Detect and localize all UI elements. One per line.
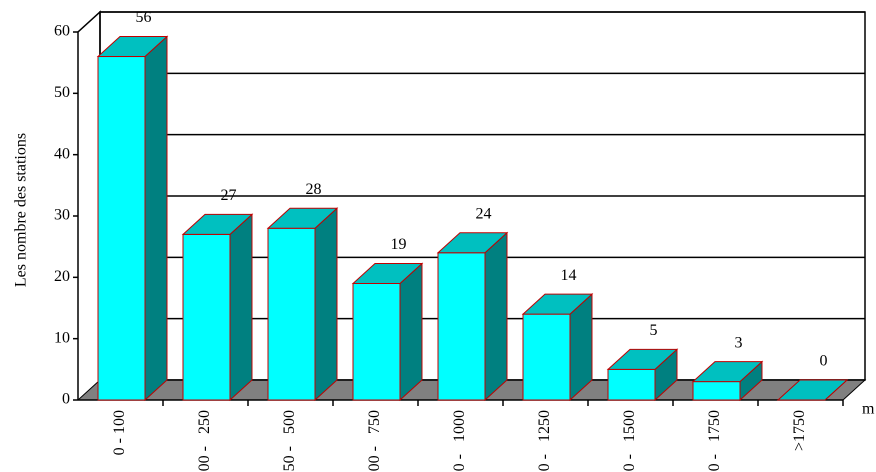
value-label: 28 [306, 181, 322, 198]
bar-side [229, 213, 253, 402]
bar [267, 227, 316, 401]
bar-top [606, 348, 679, 370]
bar-top [96, 36, 169, 58]
x-tick-label: 1000 - 1250 [536, 410, 553, 472]
bar-side [314, 207, 338, 402]
value-label: 19 [391, 236, 407, 253]
value-label: 14 [561, 267, 577, 284]
y-tick-label: 30 [54, 207, 70, 224]
x-tick-label: 1250 - 1500 [621, 410, 638, 472]
bar-top [436, 232, 509, 254]
bar-side [144, 35, 168, 402]
y-axis-label: Les nombre des stations [13, 133, 30, 287]
value-label: 0 [820, 353, 828, 370]
x-tick-label: 750 - 1000 [451, 410, 468, 472]
bar-top [691, 361, 764, 383]
bar [607, 368, 656, 401]
bar-top [351, 262, 424, 284]
bar-side [399, 262, 423, 402]
bar [182, 233, 231, 401]
y-tick-label: 40 [54, 145, 70, 162]
side-wall [77, 10, 101, 400]
bar-top [521, 293, 594, 315]
value-label: 27 [221, 187, 237, 204]
x-tick-label: >1750 [791, 410, 808, 451]
value-label: 24 [476, 205, 492, 222]
x-tick-label: 100 - 250 [196, 410, 213, 472]
y-tick-label: 50 [54, 84, 70, 101]
bar [522, 313, 571, 401]
bar [352, 282, 401, 401]
x-axis-label: m [862, 401, 875, 418]
x-tick-label: 0 - 100 [111, 410, 128, 455]
bar [692, 381, 741, 401]
y-tick-label: 60 [54, 23, 70, 40]
x-tick-label: 250 - 500 [281, 410, 298, 472]
value-label: 56 [136, 9, 152, 26]
x-tick-label: 1500 - 1750 [706, 410, 723, 472]
bar-side [484, 231, 508, 402]
bar-top [776, 379, 849, 401]
bar [437, 252, 486, 401]
x-tick-label: 500 - 750 [366, 410, 383, 472]
value-label: 5 [650, 322, 658, 339]
y-tick-label: 20 [54, 268, 70, 285]
y-tick-label: 0 [62, 391, 70, 408]
value-label: 3 [735, 334, 743, 351]
bar-top [181, 213, 254, 235]
bar-top [266, 207, 339, 229]
y-tick-label: 10 [54, 329, 70, 346]
bar [97, 56, 146, 401]
